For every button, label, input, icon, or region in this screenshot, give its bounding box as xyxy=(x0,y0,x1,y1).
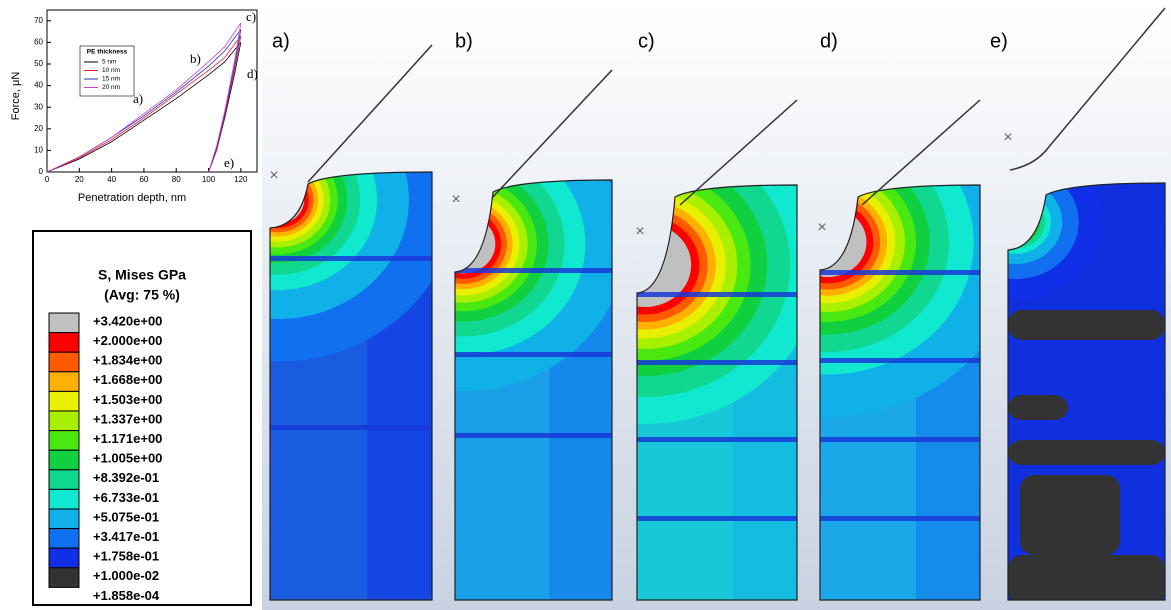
x-tick-label: 120 xyxy=(234,175,248,184)
colorbar-swatch xyxy=(49,470,79,490)
element-seam xyxy=(820,437,980,442)
colorbar-swatch xyxy=(49,313,79,333)
panel-label: e) xyxy=(990,30,1008,52)
reference-mark: × xyxy=(269,167,278,184)
colorbar-swatch xyxy=(49,431,79,451)
figure: S, Mises GPa (Avg: 75 %) Penetration dep… xyxy=(0,0,1171,610)
colorbar-swatch xyxy=(49,548,79,568)
curve-annotation: c) xyxy=(246,9,256,24)
colorbar-label: +1.758e-01 xyxy=(93,549,159,564)
legend-label: 15 nm xyxy=(102,76,120,83)
colorbar-label: +3.420e+00 xyxy=(93,313,162,328)
x-tick-label: 20 xyxy=(75,175,84,184)
reference-mark: × xyxy=(817,219,826,236)
element-seam xyxy=(637,360,797,365)
x-tick-label: 60 xyxy=(139,175,148,184)
colorbar-swatch xyxy=(49,352,79,372)
colorbar-swatch xyxy=(49,509,79,529)
colorbar-swatch xyxy=(49,372,79,392)
page: S, Mises GPa (Avg: 75 %) Penetration dep… xyxy=(0,0,1171,610)
colorbar-label: +1.337e+00 xyxy=(93,411,162,426)
colorbar-swatch xyxy=(49,411,79,431)
panel-label: c) xyxy=(638,30,655,52)
colorbar-label: +8.392e-01 xyxy=(93,470,159,485)
element-seam xyxy=(270,256,432,261)
reference-mark: × xyxy=(451,191,460,208)
legend-title: PE thickness xyxy=(87,49,128,56)
colorbar-label: +1.503e+00 xyxy=(93,392,162,407)
colorbar-swatch xyxy=(49,391,79,411)
colorbar-label: +2.000e+00 xyxy=(93,333,162,348)
element-seam xyxy=(455,352,612,357)
y-tick-label: 0 xyxy=(39,167,44,176)
y-tick-label: 70 xyxy=(34,16,43,25)
element-seam xyxy=(637,516,797,521)
y-tick-label: 60 xyxy=(34,38,43,47)
curve-annotation: d) xyxy=(247,66,258,81)
low-stress-region xyxy=(1020,475,1120,555)
colorbar-label: +1.171e+00 xyxy=(93,431,162,446)
x-axis-label: Penetration depth, nm xyxy=(78,192,186,204)
panel-label: b) xyxy=(455,30,473,52)
curve-annotation: e) xyxy=(224,155,234,170)
panel-label: a) xyxy=(272,30,290,52)
low-stress-region xyxy=(1008,395,1068,420)
x-tick-label: 80 xyxy=(172,175,181,184)
colorbar-label: +1.000e-02 xyxy=(93,568,159,583)
reference-mark: × xyxy=(635,223,644,240)
legend-label: 20 nm xyxy=(102,84,120,91)
legend-label: 10 nm xyxy=(102,67,120,74)
x-tick-label: 0 xyxy=(45,175,50,184)
reference-mark: × xyxy=(1003,129,1012,146)
element-seam xyxy=(820,516,980,521)
colorbar-swatch xyxy=(49,489,79,509)
y-tick-label: 40 xyxy=(34,81,43,90)
colorbar-swatch xyxy=(49,529,79,549)
element-seam xyxy=(455,268,612,273)
element-seam xyxy=(455,433,612,438)
element-seam xyxy=(637,437,797,442)
curve-annotation: a) xyxy=(133,91,143,106)
low-stress-region xyxy=(1008,555,1165,605)
low-stress-region xyxy=(1008,440,1165,465)
colorbar-label: +1.858e-04 xyxy=(93,588,160,603)
x-tick-label: 40 xyxy=(107,175,116,184)
y-axis-label: Force, μN xyxy=(10,72,22,121)
y-tick-label: 30 xyxy=(34,102,43,111)
y-tick-label: 50 xyxy=(34,59,43,68)
plot-frame xyxy=(47,10,257,172)
colorbar-label: +6.733e-01 xyxy=(93,490,159,505)
colorbar-label: +3.417e-01 xyxy=(93,529,159,544)
element-seam xyxy=(820,270,980,275)
colorbar-label: +1.005e+00 xyxy=(93,451,162,466)
colorbar-subtitle: (Avg: 75 %) xyxy=(104,287,180,303)
element-seam xyxy=(270,425,432,430)
element-seam xyxy=(637,292,797,297)
legend-label: 5 nm xyxy=(102,59,116,66)
colorbar-label: +1.668e+00 xyxy=(93,372,162,387)
colorbar-swatch xyxy=(49,450,79,470)
curve-annotation: b) xyxy=(190,51,201,66)
y-tick-label: 20 xyxy=(34,124,43,133)
colorbar-title: S, Mises GPa xyxy=(98,267,186,283)
x-tick-label: 100 xyxy=(202,175,216,184)
element-seam xyxy=(820,358,980,363)
colorbar-swatch xyxy=(49,333,79,353)
y-tick-label: 10 xyxy=(34,146,43,155)
colorbar-label: +5.075e-01 xyxy=(93,509,159,524)
low-stress-region xyxy=(1008,310,1165,340)
colorbar-label: +1.834e+00 xyxy=(93,353,162,368)
panel-label: d) xyxy=(820,30,838,52)
colorbar-swatch xyxy=(49,568,79,588)
